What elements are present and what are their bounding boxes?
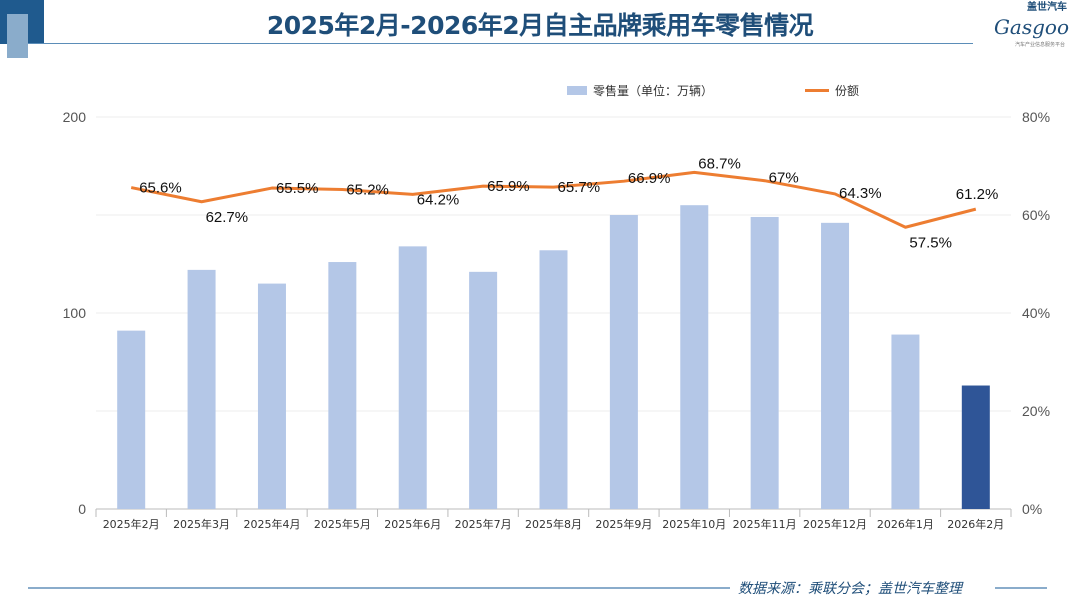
bar (328, 262, 357, 509)
x-axis-label: 2025年2月 (103, 517, 160, 531)
left-axis-tick: 100 (63, 305, 87, 321)
data-label: 64.2% (417, 191, 460, 208)
bar (961, 385, 990, 509)
right-axis-tick: 40% (1022, 305, 1050, 321)
logo-en: Gasgoo (993, 15, 1069, 39)
x-axis-label: 2025年3月 (173, 517, 230, 531)
corner-decoration-2 (7, 14, 28, 58)
x-axis-label: 2025年6月 (384, 517, 441, 531)
data-label: 65.7% (558, 179, 601, 196)
legend-bar-label: 零售量（单位：万辆） (593, 84, 714, 98)
right-axis-tick: 60% (1022, 207, 1050, 223)
x-axis-label: 2025年5月 (314, 517, 371, 531)
data-label: 65.5% (276, 180, 319, 197)
chart-title: 2025年2月-2026年2月自主品牌乘用车零售情况 (266, 11, 814, 40)
x-axis-label: 2026年1月 (877, 517, 934, 531)
gasgoo-logo: 盖世汽车 Gasgoo 汽车产业信息服务平台 (975, 2, 1075, 56)
legend-line-swatch (805, 89, 829, 92)
left-axis-tick: 0 (78, 501, 86, 517)
right-axis-tick: 0% (1022, 501, 1042, 517)
x-axis-label: 2025年7月 (455, 517, 512, 531)
data-label: 65.6% (139, 180, 182, 197)
legend-line: 份额 (805, 82, 859, 99)
bar (469, 271, 498, 509)
share-line (130, 170, 977, 229)
legend-line-label: 份额 (835, 84, 860, 98)
x-axis-label: 2026年2月 (947, 517, 1004, 531)
logo-sub: 汽车产业信息服务平台 (1014, 42, 1065, 48)
x-axis-label: 2025年12月 (803, 517, 867, 531)
data-label: 66.9% (628, 170, 671, 187)
data-label: 62.7% (206, 209, 249, 226)
data-label: 65.2% (346, 182, 389, 199)
data-label: 68.7% (698, 155, 741, 172)
data-label: 61.2% (956, 186, 999, 203)
x-axis-label: 2025年10月 (662, 517, 726, 531)
footer-line-left (28, 587, 730, 589)
data-label: 65.9% (487, 178, 530, 195)
bar (750, 216, 779, 509)
bar (891, 334, 920, 509)
bar (117, 330, 146, 509)
bar (398, 246, 427, 510)
logo-cn: 盖世汽车 (1027, 2, 1067, 13)
data-label: 67% (769, 170, 799, 187)
bar (680, 205, 709, 509)
data-label: 64.3% (839, 185, 882, 202)
bar (539, 250, 568, 509)
bar (257, 283, 286, 509)
right-axis-tick: 20% (1022, 403, 1050, 419)
data-label: 57.5% (909, 234, 952, 251)
x-axis-label: 2025年4月 (243, 517, 300, 531)
right-axis-tick: 80% (1022, 109, 1050, 125)
title-divider (28, 43, 973, 44)
x-axis-label: 2025年11月 (733, 517, 797, 531)
legend-bar: 零售量（单位：万辆） (567, 82, 713, 99)
left-axis-tick: 200 (63, 109, 87, 125)
legend-bar-swatch (567, 86, 587, 95)
footer-line-right (995, 587, 1047, 589)
bar (187, 269, 216, 509)
x-axis-label: 2025年8月 (525, 517, 582, 531)
x-axis-label: 2025年9月 (595, 517, 652, 531)
bar (609, 215, 638, 509)
footer-source: 数据来源：乘联分会；盖世汽车整理 (738, 581, 962, 597)
bar (821, 222, 850, 509)
